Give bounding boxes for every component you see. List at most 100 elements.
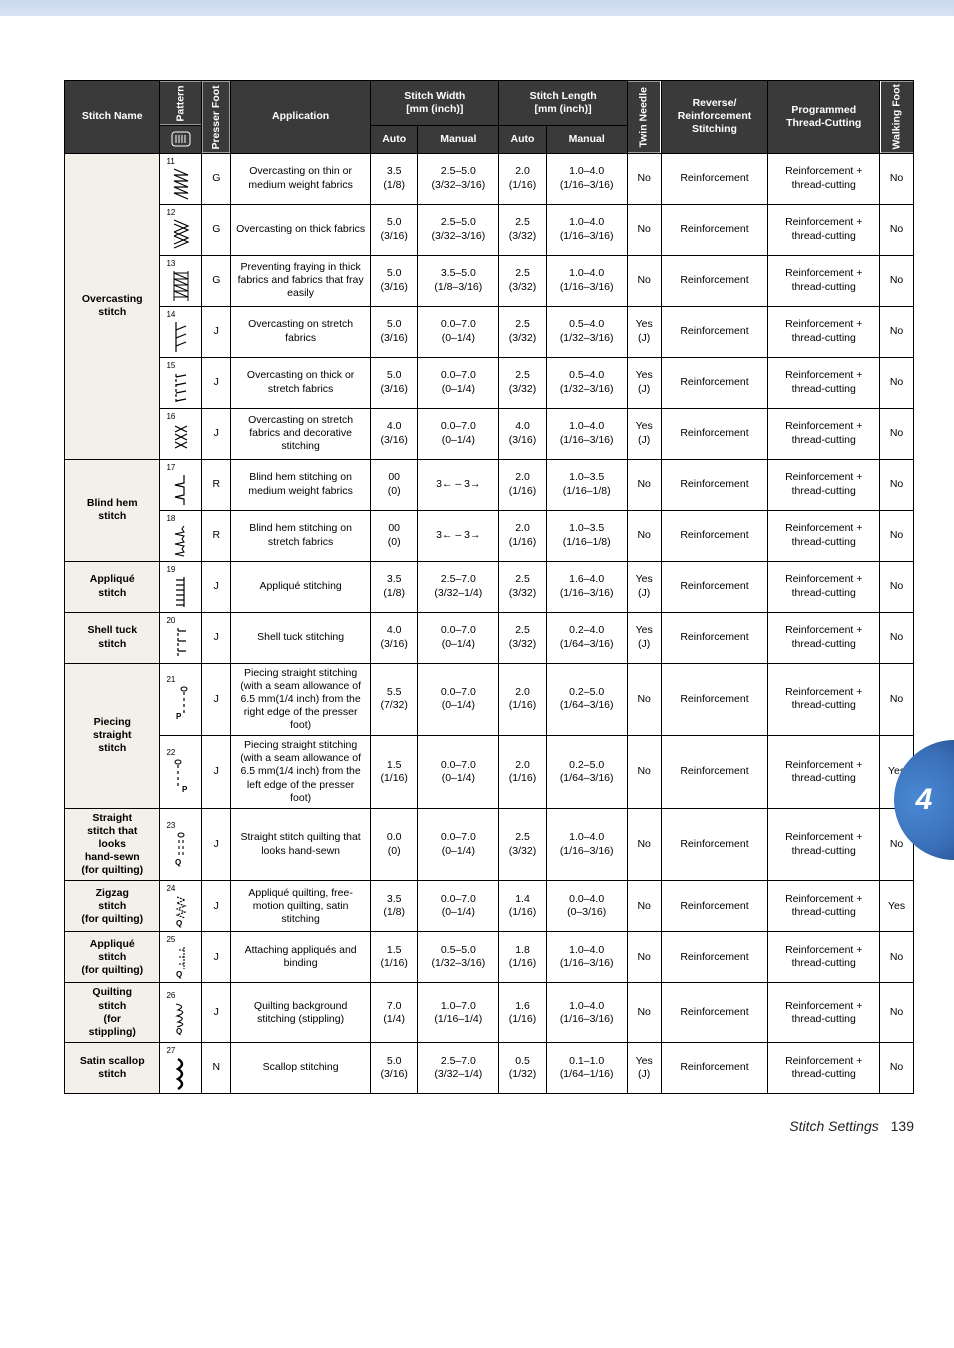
width-manual: 2.5–5.0(3/32–3/16): [418, 204, 499, 255]
page-number: 139: [891, 1118, 914, 1134]
application: Overcasting on thin or medium weight fab…: [231, 153, 371, 204]
table-row: Zigzagstitch(for quilting) 24Q J Appliqu…: [65, 881, 914, 932]
table-row: 14 J Overcasting on stretch fabrics 5.0(…: [65, 306, 914, 357]
presser-foot: N: [202, 1042, 231, 1093]
pattern-cell: 26Q: [160, 983, 202, 1043]
table-row: Quiltingstitch(forstippling) 26Q J Quilt…: [65, 983, 914, 1043]
table-row: 22P J Piecing straight stitching (with a…: [65, 736, 914, 809]
th-walking-foot: Walking Foot: [880, 81, 914, 154]
length-manual: 0.5–4.0(1/32–3/16): [546, 306, 627, 357]
width-auto: 5.0(3/16): [371, 255, 418, 306]
pattern-cell: 11: [160, 153, 202, 204]
th-width-auto: Auto: [371, 125, 418, 153]
length-manual: 1.0–4.0(1/16–3/16): [546, 808, 627, 881]
programmed: Reinforcement +thread-cutting: [768, 1042, 880, 1093]
length-manual: 1.0–3.5(1/16–1/8): [546, 459, 627, 510]
length-manual: 1.0–4.0(1/16–3/16): [546, 932, 627, 983]
table-row: Piecingstraightstitch 21P J Piecing stra…: [65, 663, 914, 736]
reverse: Reinforcement: [661, 932, 768, 983]
reverse: Reinforcement: [661, 808, 768, 881]
walking-foot: No: [880, 306, 914, 357]
walking-foot: No: [880, 561, 914, 612]
walking-foot: No: [880, 983, 914, 1043]
pattern-cell: 25Q: [160, 932, 202, 983]
pattern-display-icon: [171, 131, 191, 147]
reverse: Reinforcement: [661, 983, 768, 1043]
width-manual: 0.0–7.0(0–1/4): [418, 736, 499, 809]
length-manual: 0.5–4.0(1/32–3/16): [546, 357, 627, 408]
length-auto: 2.5(3/32): [499, 255, 546, 306]
application: Blind hem stitching on stretch fabrics: [231, 510, 371, 561]
stitch-group-name: Zigzagstitch(for quilting): [65, 881, 160, 932]
twin-needle: Yes(J): [627, 1042, 661, 1093]
length-auto: 2.0(1/16): [499, 459, 546, 510]
presser-foot: J: [202, 357, 231, 408]
presser-foot: G: [202, 255, 231, 306]
top-gradient-bar: [0, 0, 954, 16]
presser-foot: J: [202, 408, 231, 459]
presser-foot: J: [202, 561, 231, 612]
stitch-group-name: Overcastingstitch: [65, 153, 160, 459]
programmed: Reinforcement +thread-cutting: [768, 736, 880, 809]
length-auto: 2.5(3/32): [499, 357, 546, 408]
width-manual: 2.5–7.0(3/32–1/4): [418, 1042, 499, 1093]
th-width-manual: Manual: [418, 125, 499, 153]
programmed: Reinforcement +thread-cutting: [768, 408, 880, 459]
presser-foot: G: [202, 204, 231, 255]
length-auto: 1.8(1/16): [499, 932, 546, 983]
length-auto: 2.0(1/16): [499, 510, 546, 561]
application: Shell tuck stitching: [231, 612, 371, 663]
svg-text:Q: Q: [175, 858, 181, 867]
application: Overcasting on stretch fabrics and decor…: [231, 408, 371, 459]
walking-foot: No: [880, 204, 914, 255]
table-row: 12 G Overcasting on thick fabrics 5.0(3/…: [65, 204, 914, 255]
table-row: Overcastingstitch 11 G Overcasting on th…: [65, 153, 914, 204]
length-auto: 2.5(3/32): [499, 306, 546, 357]
pattern-cell: 22P: [160, 736, 202, 809]
stitch-pattern-icon: P: [170, 758, 192, 796]
th-presser-foot: Presser Foot: [202, 81, 231, 154]
th-stitch-name: Stitch Name: [65, 81, 160, 154]
programmed: Reinforcement +thread-cutting: [768, 612, 880, 663]
twin-needle: No: [627, 204, 661, 255]
width-auto: 00(0): [371, 510, 418, 561]
table-row: 13 G Preventing fraying in thick fabrics…: [65, 255, 914, 306]
walking-foot: No: [880, 663, 914, 736]
twin-needle: No: [627, 983, 661, 1043]
pattern-cell: 17: [160, 459, 202, 510]
reverse: Reinforcement: [661, 881, 768, 932]
walking-foot: No: [880, 357, 914, 408]
application: Overcasting on thick or stretch fabrics: [231, 357, 371, 408]
stitch-group-name: Satin scallopstitch: [65, 1042, 160, 1093]
length-manual: 1.6–4.0(1/16–3/16): [546, 561, 627, 612]
reverse: Reinforcement: [661, 153, 768, 204]
svg-text:Q: Q: [176, 970, 182, 979]
width-auto: 1.5(1/16): [371, 932, 418, 983]
length-auto: 1.6(1/16): [499, 983, 546, 1043]
twin-needle: No: [627, 255, 661, 306]
svg-text:P: P: [182, 785, 188, 794]
table-row: Blind hemstitch 17 R Blind hem stitching…: [65, 459, 914, 510]
pattern-cell: 24Q: [160, 881, 202, 932]
stitch-pattern-icon: [170, 218, 192, 252]
length-manual: 0.2–5.0(1/64–3/16): [546, 736, 627, 809]
th-stitch-length: Stitch Length[mm (inch)]: [499, 81, 627, 126]
length-auto: 2.5(3/32): [499, 612, 546, 663]
length-auto: 2.0(1/16): [499, 736, 546, 809]
stitch-pattern-icon: Q: [170, 894, 192, 928]
width-manual: 0.0–7.0(0–1/4): [418, 408, 499, 459]
table-row: 16 J Overcasting on stretch fabrics and …: [65, 408, 914, 459]
table-row: Appliquéstitch(for quilting) 25Q J Attac…: [65, 932, 914, 983]
length-auto: 2.0(1/16): [499, 663, 546, 736]
width-auto: 0.0(0): [371, 808, 418, 881]
width-manual: 2.5–7.0(3/32–1/4): [418, 561, 499, 612]
pattern-cell: 13: [160, 255, 202, 306]
stitch-pattern-icon: Q: [170, 945, 192, 979]
presser-foot: J: [202, 932, 231, 983]
stitch-pattern-icon: [170, 1056, 192, 1090]
twin-needle: Yes(J): [627, 357, 661, 408]
programmed: Reinforcement +thread-cutting: [768, 357, 880, 408]
twin-needle: Yes(J): [627, 306, 661, 357]
width-manual: 0.5–5.0(1/32–3/16): [418, 932, 499, 983]
chapter-number: 4: [916, 783, 933, 817]
